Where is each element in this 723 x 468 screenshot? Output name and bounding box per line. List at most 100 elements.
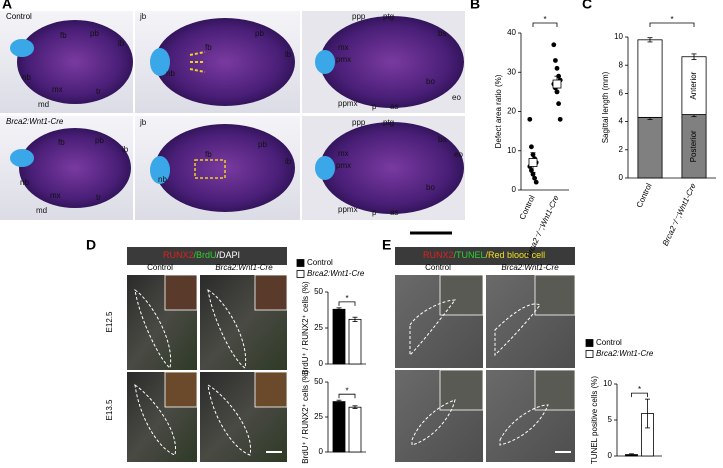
mean-marker bbox=[528, 158, 538, 167]
bar-segment bbox=[637, 116, 663, 179]
anatomy-label: ptg bbox=[383, 118, 394, 127]
significance: * bbox=[670, 15, 673, 24]
anatomy-label: pb bbox=[95, 136, 104, 145]
bar-segment bbox=[637, 39, 663, 118]
bar bbox=[332, 401, 346, 453]
y-tick-label: 4 bbox=[619, 117, 624, 126]
y-tick-label: 50 bbox=[314, 287, 323, 296]
x-tick-label: Control bbox=[635, 182, 654, 209]
significance-bracket bbox=[532, 22, 558, 27]
stain-word: /BrdU bbox=[194, 250, 217, 260]
anatomy-label: ib bbox=[122, 145, 129, 154]
y-tick-label: 10 bbox=[614, 32, 623, 41]
anatomy-label: fb bbox=[60, 31, 67, 40]
anatomy-label: ib bbox=[118, 39, 125, 48]
column-label: Brca2:Wnt1-Cre bbox=[215, 263, 273, 272]
row-label: Control bbox=[6, 12, 32, 21]
significance-bracket bbox=[338, 393, 356, 399]
anatomy-label: mx bbox=[50, 191, 61, 200]
row-label: E12.5 bbox=[105, 311, 114, 332]
column-label: Control bbox=[425, 263, 451, 272]
segment-label: Posterior bbox=[689, 130, 698, 162]
legend-label: Control bbox=[596, 338, 622, 347]
anatomy-label: nb bbox=[158, 175, 167, 184]
y-axis-label: BrdU⁺ / RUNX2⁺ cells (%) bbox=[301, 281, 310, 375]
data-point bbox=[553, 58, 558, 63]
y-tick-label: 0 bbox=[319, 359, 324, 368]
anatomy-label: ib bbox=[285, 157, 292, 166]
data-point bbox=[533, 179, 539, 185]
y-tick-label: 25 bbox=[314, 412, 323, 421]
y-tick-label: 40 bbox=[507, 28, 516, 37]
data-point bbox=[530, 171, 536, 177]
anatomy-label: p bbox=[372, 208, 377, 217]
anatomy-label: pb bbox=[90, 29, 99, 38]
anatomy-label: as bbox=[390, 208, 398, 217]
significance: * bbox=[543, 15, 546, 24]
y-tick-label: 2 bbox=[619, 145, 624, 154]
legend-swatch bbox=[296, 259, 305, 267]
anatomy-label: md bbox=[36, 206, 47, 215]
significance: * bbox=[345, 386, 348, 395]
anatomy-label: nb bbox=[20, 178, 29, 187]
bar bbox=[332, 308, 346, 365]
anatomy-label: nb bbox=[166, 69, 175, 78]
anatomy-label: fb bbox=[205, 150, 212, 159]
legend-label: Brca2:Wnt1-Cre bbox=[596, 349, 654, 358]
panel-letter: C bbox=[582, 0, 592, 12]
data-point bbox=[527, 116, 533, 122]
y-tick-label: 10 bbox=[603, 379, 612, 388]
data-point bbox=[556, 101, 561, 107]
anatomy-label: mx bbox=[338, 43, 349, 52]
data-point bbox=[529, 144, 534, 150]
segment-label: Anterior bbox=[689, 71, 698, 99]
y-axis-label: TUNEL positive cells (%) bbox=[590, 376, 599, 465]
stain-word: RUNX2 bbox=[163, 250, 194, 260]
anatomy-label: pb bbox=[255, 29, 264, 38]
anatomy-label: jb bbox=[139, 12, 147, 21]
bar-segment bbox=[681, 56, 707, 115]
significance-bracket bbox=[631, 392, 648, 398]
y-axis-label: Defect area ratio (%) bbox=[494, 74, 503, 148]
panel-d-photos bbox=[127, 247, 288, 462]
significance-bracket bbox=[338, 301, 356, 306]
anatomy-label: md bbox=[38, 100, 49, 109]
data-point bbox=[557, 116, 563, 122]
anatomy-label: tr bbox=[96, 193, 101, 202]
y-tick-label: 20 bbox=[507, 107, 516, 116]
panel-e-photos bbox=[395, 247, 576, 462]
y-tick-label: 0 bbox=[619, 173, 624, 182]
column-label: Brca2:Wnt1-Cre bbox=[501, 263, 559, 272]
y-tick-label: 6 bbox=[619, 89, 624, 98]
y-tick-label: 8 bbox=[619, 60, 624, 69]
anatomy-label: pmx bbox=[336, 55, 351, 64]
anatomy-label: bs bbox=[438, 135, 446, 144]
y-tick-label: 30 bbox=[507, 67, 516, 76]
legend-swatch bbox=[296, 270, 305, 278]
data-point bbox=[551, 42, 557, 48]
stain-word: /TUNEL bbox=[454, 250, 486, 260]
anatomy-label: mx bbox=[338, 149, 349, 158]
anatomy-label: ppmx bbox=[338, 99, 358, 108]
anatomy-label: p bbox=[372, 102, 377, 111]
anatomy-label: as bbox=[390, 102, 398, 111]
anatomy-label: bo bbox=[426, 183, 435, 192]
significance: * bbox=[638, 385, 641, 394]
x-tick-label: Control bbox=[518, 194, 537, 221]
anatomy-label: ib bbox=[285, 50, 292, 59]
bar bbox=[348, 318, 362, 365]
anatomy-label: jb bbox=[139, 118, 147, 127]
panel-letter: E bbox=[382, 237, 391, 253]
anatomy-label: nb bbox=[22, 73, 31, 82]
mean-marker bbox=[552, 79, 562, 89]
y-tick-label: 10 bbox=[507, 146, 516, 155]
stain-word: /Red blood cell bbox=[486, 250, 546, 260]
legend-label: Control bbox=[307, 258, 333, 267]
y-tick-label: 0 bbox=[512, 185, 517, 194]
anatomy-label: fb bbox=[58, 138, 65, 147]
stain-word: /DAPI bbox=[217, 250, 241, 260]
bar-segment bbox=[681, 114, 707, 179]
y-tick-label: 50 bbox=[314, 377, 323, 386]
panel-letter: A bbox=[2, 0, 12, 12]
panel-a-photos bbox=[0, 11, 465, 235]
